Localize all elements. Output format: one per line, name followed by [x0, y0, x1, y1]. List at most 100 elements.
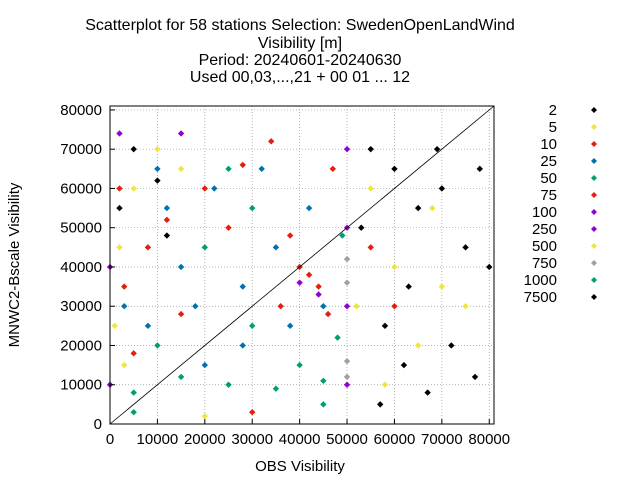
point-series-10-8: [324, 310, 332, 318]
legend-marker: [591, 243, 597, 249]
point-series-7500-10: [476, 165, 483, 173]
point-series-10-3: [201, 185, 209, 192]
point-series-1000-5: [154, 342, 161, 349]
legend-label: 1000: [524, 272, 557, 289]
point-series-5-8: [353, 303, 360, 310]
data-points: [106, 130, 493, 420]
point-series-25-7: [320, 303, 327, 310]
point-series-7500-17: [116, 204, 123, 212]
legend-label: 10: [540, 136, 557, 153]
point-series-7500-11: [358, 224, 365, 231]
legend-marker: [591, 277, 597, 283]
point-series-7500-1: [391, 165, 398, 173]
point-series-10-13: [305, 271, 313, 279]
point-series-10-16: [391, 303, 398, 310]
legend-marker: [591, 192, 597, 198]
y-tick-label: 0: [94, 416, 102, 433]
point-series-100-5: [315, 291, 322, 298]
x-tick-label: 40000: [279, 431, 321, 448]
point-series-7500-14: [471, 373, 479, 381]
legend-label: 50: [540, 170, 557, 187]
point-series-5-3: [154, 145, 161, 153]
point-series-7500-19: [433, 145, 441, 153]
legend-label: 5: [549, 119, 557, 136]
y-tick-label: 30000: [60, 298, 102, 315]
point-series-25-13: [239, 342, 246, 349]
point-series-10-14: [277, 303, 284, 310]
point-series-1000-6: [249, 322, 256, 330]
point-series-7500-13: [405, 283, 412, 290]
y-tick-label: 80000: [60, 102, 102, 119]
point-series-750-2: [343, 357, 351, 365]
legend-marker: [591, 175, 597, 181]
point-series-10-17: [225, 224, 232, 231]
point-series-25-10: [258, 165, 265, 173]
x-axis-ticks: 0 10000 20000 30000 40000 50000 60000 70000 8000…: [106, 419, 510, 448]
point-series-100-3: [343, 381, 351, 388]
point-series-10-11: [177, 310, 185, 318]
point-series-5-4: [177, 165, 185, 173]
point-series-100-7: [177, 130, 185, 137]
point-series-25-3: [286, 322, 294, 330]
y-tick-label: 10000: [60, 377, 102, 394]
x-tick-label: 0: [106, 431, 114, 448]
point-series-1000-8: [201, 244, 209, 251]
diagonal-reference-line: [109, 105, 495, 425]
point-series-25-5: [211, 185, 218, 192]
point-series-1000-7: [334, 334, 341, 341]
point-series-7500-16: [154, 177, 161, 184]
legend-label: 250: [532, 221, 557, 238]
legend-marker: [591, 141, 597, 147]
legend-label: 750: [532, 255, 557, 272]
point-series-1000-10: [249, 204, 256, 212]
point-series-1000-11: [225, 165, 232, 173]
title-line-4: Used 00,03,...,21 + 00 01 ... 12: [190, 69, 410, 86]
y-tick-label: 60000: [60, 180, 102, 197]
point-series-10-2: [163, 216, 171, 224]
point-series-100-4: [296, 279, 303, 286]
legend-marker: [591, 124, 597, 130]
chart-title: Scatterplot for 58 stations Selection: S…: [85, 17, 515, 86]
point-series-5-7: [414, 342, 422, 349]
point-series-25-12: [305, 204, 313, 212]
point-series-5-9: [438, 283, 446, 290]
point-series-1000-1: [177, 373, 185, 381]
point-series-5-14: [201, 412, 209, 420]
point-series-10-10: [130, 350, 137, 357]
point-series-7500-6: [381, 322, 389, 330]
point-series-5-2: [121, 361, 128, 369]
point-series-25-1: [192, 303, 199, 310]
legend-marker: [591, 226, 597, 232]
point-series-7500-18: [163, 232, 171, 239]
point-series-7500-8: [424, 389, 431, 396]
legend-marker: [591, 294, 597, 300]
title-line-1: Scatterplot for 58 stations Selection: S…: [85, 17, 515, 34]
point-series-1000-3: [272, 385, 280, 392]
point-series-100-6: [116, 130, 123, 137]
point-series-5-11: [429, 204, 436, 212]
legend-label: 100: [532, 204, 557, 221]
point-series-5-10: [381, 381, 389, 388]
title-line-2: Visibility [m]: [258, 35, 342, 52]
legend-marker: [591, 209, 597, 215]
point-series-25-11: [177, 263, 185, 271]
point-series-25-2: [239, 283, 246, 290]
legend-label: 2: [549, 102, 557, 119]
point-series-7500-2: [414, 204, 422, 212]
point-series-10-19: [249, 409, 256, 416]
point-series-25-9: [201, 361, 209, 369]
point-series-100-0: [343, 145, 351, 153]
point-series-10-1: [144, 244, 152, 251]
point-series-1000-2: [225, 381, 232, 388]
point-series-750-3: [343, 373, 351, 381]
x-tick-label: 80000: [468, 431, 510, 448]
point-series-7500-9: [448, 342, 455, 349]
x-tick-label: 70000: [421, 431, 463, 448]
x-tick-label: 10000: [137, 431, 179, 448]
point-series-10-0: [121, 283, 128, 290]
legend-label: 7500: [524, 289, 557, 306]
point-series-1000-14: [339, 232, 346, 239]
point-series-10-7: [315, 283, 322, 290]
x-tick-label: 30000: [231, 431, 273, 448]
